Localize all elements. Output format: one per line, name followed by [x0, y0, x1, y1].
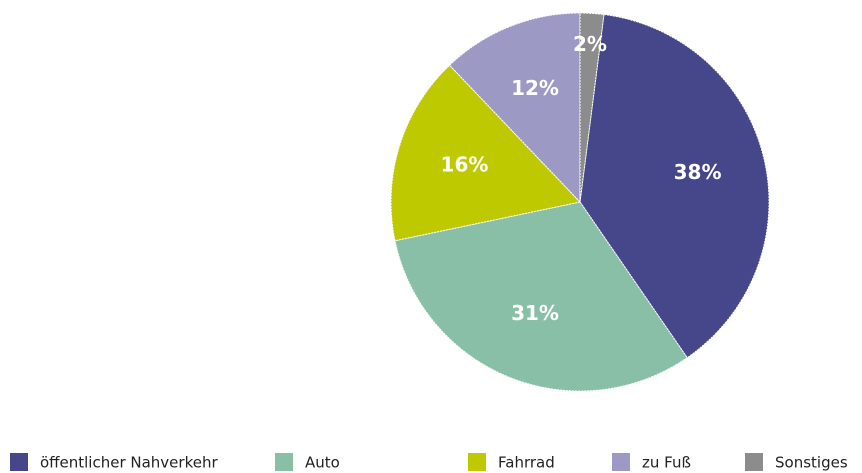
pie-slice — [390, 64, 581, 242]
pie-slice — [579, 12, 605, 203]
data-label: 12% — [511, 76, 559, 100]
pie-slice — [394, 201, 688, 392]
legend-label: Fahrrad — [498, 454, 555, 472]
data-label: 38% — [674, 160, 722, 184]
data-label: 16% — [441, 153, 489, 177]
legend-label: Auto — [305, 454, 340, 472]
pie-slice — [448, 12, 581, 204]
legend-label: zu Fuß — [642, 454, 691, 472]
legend-swatch — [612, 453, 630, 471]
legend-swatch — [275, 453, 293, 471]
data-label: 31% — [511, 301, 559, 325]
legend-swatch — [10, 453, 28, 471]
legend-label: öffentlicher Nahverkehr — [40, 454, 218, 472]
data-label: 2% — [573, 32, 607, 56]
pie-slice — [579, 13, 770, 359]
legend-swatch — [745, 453, 763, 471]
legend-swatch — [468, 453, 486, 471]
legend-label: Sonstiges — [775, 454, 848, 472]
